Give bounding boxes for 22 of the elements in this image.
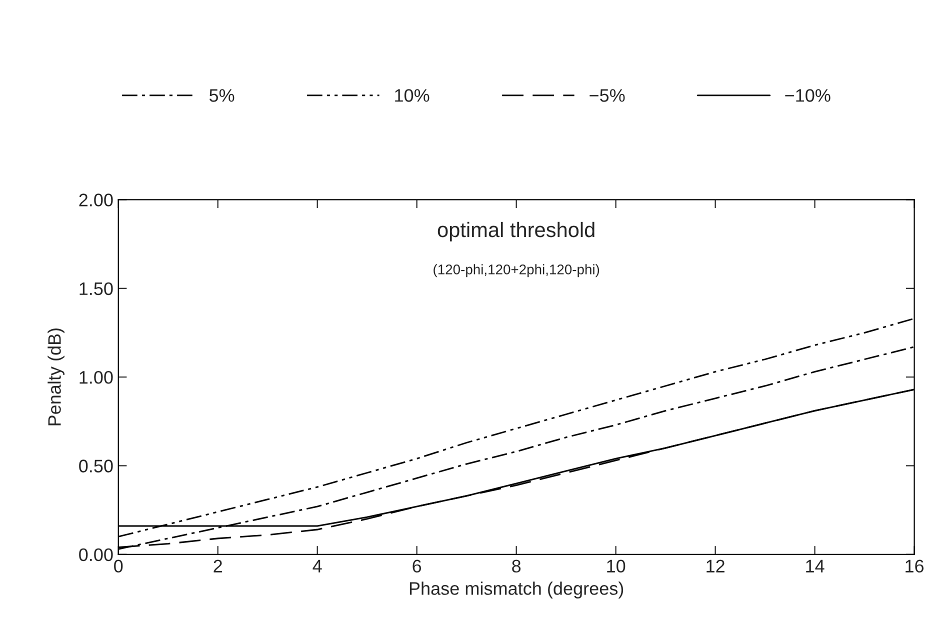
y-axis-title: Penalty (dB) <box>48 328 64 426</box>
x-tick-label: 16 <box>906 560 924 573</box>
y-tick-label: 1.50 <box>80 282 113 296</box>
legend-label: −10% <box>785 89 830 102</box>
x-tick-label: 2 <box>214 560 222 572</box>
y-tick-label: 0.00 <box>79 548 113 562</box>
x-tick-label: 4 <box>312 560 322 572</box>
legend-label: −5% <box>590 89 625 102</box>
x-tick-label: 10 <box>607 560 626 573</box>
x-tick-label: 12 <box>706 560 724 572</box>
x-tick-label: 6 <box>412 560 422 573</box>
legend-label: 5% <box>209 89 234 102</box>
x-tick-label: 8 <box>512 560 521 573</box>
legend-label: 10% <box>395 89 430 102</box>
annotation: optimal threshold <box>438 222 594 242</box>
y-tick-label: 0.50 <box>79 460 113 472</box>
x-axis-title: Phase mismatch (degrees) <box>410 582 624 598</box>
x-tick-label: 14 <box>806 560 824 572</box>
y-tick-label: 2.00 <box>79 194 113 206</box>
y-tick-label: 1.00 <box>80 370 113 384</box>
annotation: (120-phi,120+2phi,120-phi) <box>434 264 600 278</box>
x-tick-label: 0 <box>114 560 123 573</box>
